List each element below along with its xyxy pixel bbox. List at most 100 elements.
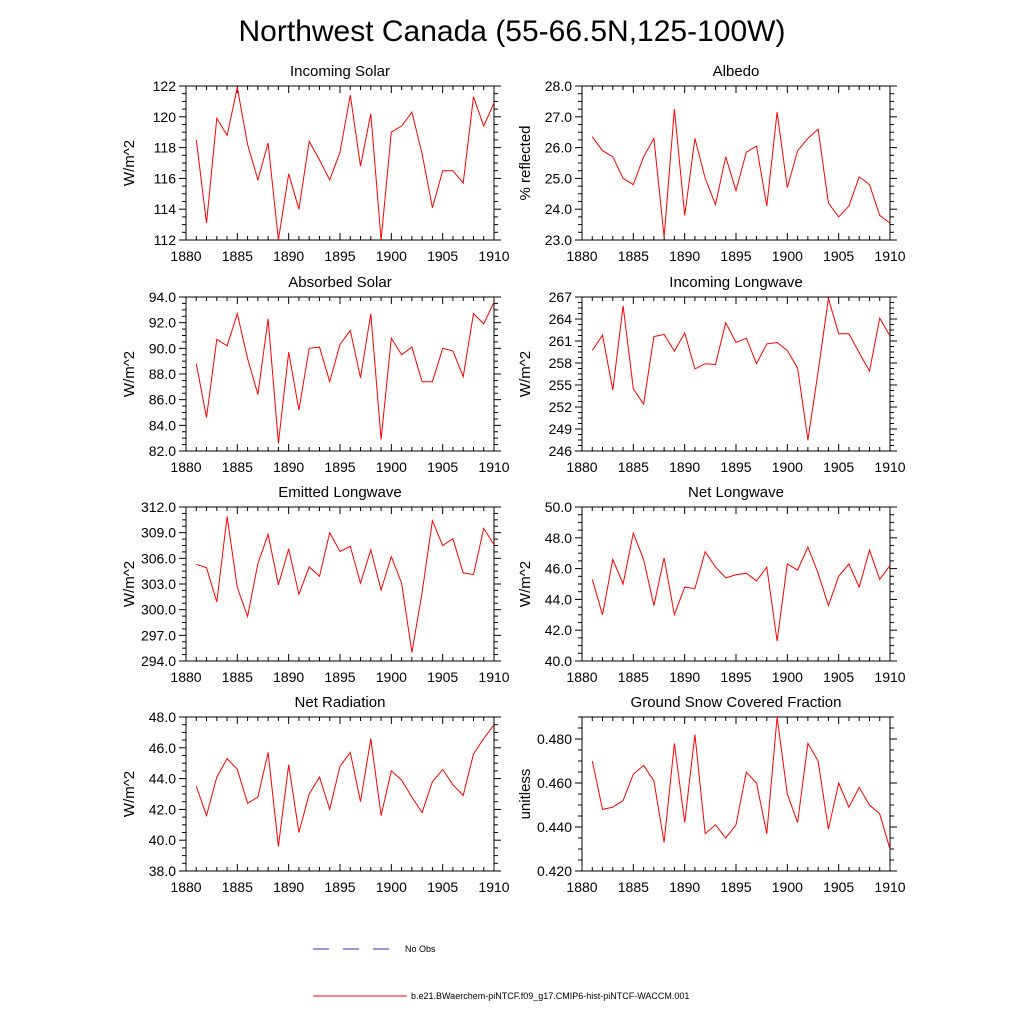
data-point — [216, 602, 217, 603]
y-tick-label: 25.0 — [545, 170, 572, 186]
data-point — [715, 824, 716, 825]
panel-5: Emitted Longwave W/m^2 1880 1885 1890 1895 190… — [121, 484, 510, 685]
data-point — [319, 159, 320, 160]
data-point — [370, 738, 371, 739]
data-point — [381, 439, 382, 440]
y-tick-label: 300.0 — [141, 602, 176, 618]
x-tick-label: 1905 — [823, 459, 854, 475]
x-tick-label: 1900 — [376, 248, 407, 264]
y-tick-label: 112 — [154, 232, 177, 248]
data-point — [869, 550, 870, 551]
data-point — [319, 777, 320, 778]
data-point — [401, 780, 402, 781]
legend-label-obs: No Obs — [405, 944, 436, 954]
data-point — [360, 801, 361, 802]
data-point — [797, 570, 798, 571]
data-point — [694, 138, 695, 139]
data-point — [766, 206, 767, 207]
data-point — [422, 153, 423, 154]
data-point — [746, 573, 747, 574]
data-point — [777, 112, 778, 113]
data-point — [247, 144, 248, 145]
x-tick-label: 1900 — [772, 669, 803, 685]
x-tick-label: 1885 — [222, 879, 253, 895]
plot-frame — [185, 716, 495, 872]
data-point — [736, 574, 737, 575]
data-point — [653, 780, 654, 781]
data-point — [494, 544, 495, 545]
data-point — [694, 588, 695, 589]
x-tick-label: 1880 — [170, 248, 201, 264]
plot-frame — [581, 506, 891, 662]
data-point — [227, 516, 228, 517]
data-point — [473, 574, 474, 575]
data-point — [247, 803, 248, 804]
y-tick-label: 297.0 — [141, 627, 176, 643]
data-point — [237, 587, 238, 588]
data-point — [746, 338, 747, 339]
data-point — [216, 339, 217, 340]
y-tick-label: 23.0 — [545, 232, 572, 248]
data-point — [350, 752, 351, 753]
y-tick-label: 44.0 — [149, 771, 176, 787]
data-point — [257, 394, 258, 395]
data-point — [612, 156, 613, 157]
data-point — [674, 351, 675, 352]
x-tick-label: 1885 — [618, 248, 649, 264]
panel-2: Albedo % reflected 1880 1885 1890 1895 1900 190… — [517, 63, 906, 264]
data-point — [227, 758, 228, 759]
data-point — [787, 187, 788, 188]
y-tick-label: 46.0 — [149, 740, 176, 756]
panel-title: Albedo — [713, 63, 760, 80]
data-point — [664, 842, 665, 843]
x-tick-label: 1895 — [324, 669, 355, 685]
data-point — [422, 381, 423, 382]
x-tick-label: 1890 — [669, 669, 700, 685]
data-point — [432, 381, 433, 382]
data-point — [818, 761, 819, 762]
y-axis-label: unitless — [517, 769, 534, 820]
data-point — [442, 170, 443, 171]
data-point — [756, 146, 757, 147]
data-point — [818, 573, 819, 574]
y-tick-label: 92.0 — [149, 315, 176, 331]
x-tick-label: 1895 — [720, 248, 751, 264]
data-point — [329, 381, 330, 382]
plot-frame — [185, 506, 495, 662]
data-point — [463, 183, 464, 184]
x-tick-label: 1880 — [566, 669, 597, 685]
data-point — [643, 559, 644, 560]
panel-title: Net Radiation — [295, 694, 386, 711]
data-point — [319, 347, 320, 348]
x-tick-label: 1895 — [720, 459, 751, 475]
data-point — [643, 156, 644, 157]
x-tick-label: 1905 — [427, 879, 458, 895]
data-point — [216, 118, 217, 119]
y-tick-label: 258 — [549, 355, 573, 371]
data-point — [340, 152, 341, 153]
series-line — [195, 724, 495, 847]
panel-6: Net Longwave W/m^2 1880 1885 1890 1895 1900 190… — [517, 484, 906, 685]
data-point — [432, 207, 433, 208]
y-tick-label: 261 — [549, 333, 573, 349]
data-point — [705, 551, 706, 552]
data-point — [879, 813, 880, 814]
x-tick-label: 1890 — [273, 879, 304, 895]
y-tick-label: 48.0 — [545, 530, 572, 546]
data-point — [879, 318, 880, 319]
x-tick-label: 1900 — [376, 879, 407, 895]
data-point — [684, 822, 685, 823]
data-point — [787, 794, 788, 795]
data-point — [401, 583, 402, 584]
data-point — [715, 364, 716, 365]
y-axis-label: W/m^2 — [517, 351, 534, 397]
panel-title: Ground Snow Covered Fraction — [631, 694, 842, 711]
data-point — [674, 614, 675, 615]
y-tick-label: 46.0 — [545, 561, 572, 577]
y-axis-label: W/m^2 — [121, 351, 138, 397]
series-line — [196, 516, 495, 653]
data-point — [725, 322, 726, 323]
y-tick-label: 0.480 — [537, 731, 572, 747]
plot-frame — [581, 85, 891, 241]
x-tick-label: 1900 — [772, 248, 803, 264]
